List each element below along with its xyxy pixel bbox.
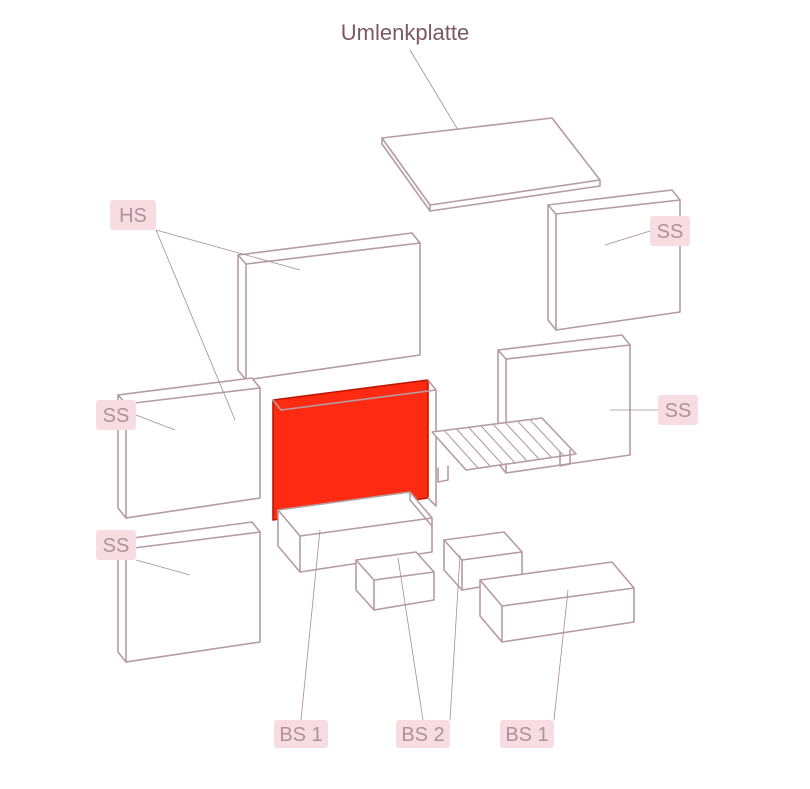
label-SS1: SS (650, 216, 690, 246)
parts-layer (118, 118, 680, 662)
label-text-BS1b: BS 1 (505, 724, 548, 746)
label-text-SS4: SS (103, 535, 130, 557)
exploded-diagram: Umlenkplatte HS SS SS SS SS BS 1 BS 2 BS 1 (0, 0, 810, 789)
diagram-title: Umlenkplatte (341, 20, 469, 45)
label-text-BS1a: BS 1 (279, 724, 322, 746)
label-text-HS: HS (119, 205, 147, 227)
label-text-SS2: SS (665, 400, 692, 422)
umlenkplatte-top (382, 118, 600, 211)
label-HS: HS (110, 200, 156, 230)
panel-back-right-upper (548, 190, 680, 330)
block-left (356, 552, 434, 610)
panel-back-left-upper (238, 233, 420, 380)
panel-left-upper (118, 378, 260, 518)
label-BS1a: BS 1 (274, 720, 328, 748)
label-text-BS2: BS 2 (401, 724, 444, 746)
label-SS3: SS (96, 400, 136, 430)
label-text-SS1: SS (657, 221, 684, 243)
label-SS4: SS (96, 530, 136, 560)
panel-left-lower (118, 522, 260, 662)
label-SS2: SS (658, 395, 698, 425)
label-text-SS3: SS (103, 405, 130, 427)
label-BS2: BS 2 (396, 720, 450, 748)
label-BS1b: BS 1 (500, 720, 554, 748)
